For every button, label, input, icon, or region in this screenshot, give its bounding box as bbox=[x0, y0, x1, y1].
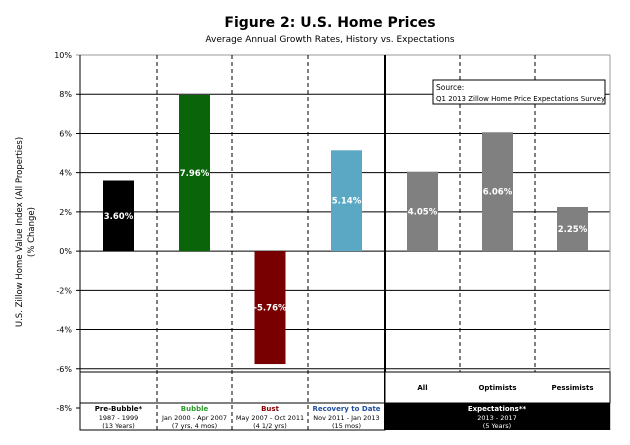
bar-data-label: 2.25% bbox=[558, 225, 588, 235]
expectations-groups-row bbox=[384, 371, 611, 404]
period-duration: (4 1/2 yrs) bbox=[253, 422, 287, 430]
expectations-name: Expectations** bbox=[468, 405, 527, 413]
source-text: Q1 2013 Zillow Home Price Expectations S… bbox=[436, 95, 605, 103]
bar bbox=[331, 150, 362, 252]
bar-data-label: -5.76% bbox=[253, 304, 286, 314]
y-tick-label: 0% bbox=[59, 247, 72, 256]
y-tick-label: 4% bbox=[59, 169, 72, 178]
bar bbox=[407, 171, 438, 252]
period-dates: Nov 2011 - Jan 2013 bbox=[313, 414, 379, 422]
expectations-header bbox=[385, 403, 610, 430]
bar-data-label: 6.06% bbox=[483, 188, 513, 198]
y-tick-label: 10% bbox=[54, 51, 72, 60]
period-dates: May 2007 - Oct 2011 bbox=[236, 414, 304, 422]
source-label: Source: bbox=[436, 83, 464, 92]
expectation-group-label: Pessimists bbox=[552, 384, 594, 392]
period-duration: (13 Years) bbox=[102, 422, 135, 430]
y-tick-label: 6% bbox=[59, 129, 72, 138]
period-name: Recovery to Date bbox=[312, 405, 380, 413]
period-name: Bust bbox=[261, 405, 279, 413]
period-duration: (7 yrs, 4 mos) bbox=[172, 422, 217, 430]
bar bbox=[179, 95, 210, 252]
period-name: Pre-Bubble* bbox=[95, 405, 143, 413]
expectation-group-label: All bbox=[417, 384, 427, 392]
y-tick-label: -8% bbox=[56, 404, 72, 413]
period-name: Bubble bbox=[181, 405, 209, 413]
chart-subtitle: Average Annual Growth Rates, History vs.… bbox=[205, 35, 455, 45]
expectations-dates: 2013 - 2017 bbox=[477, 414, 517, 422]
source-annotation: Source: Q1 2013 Zillow Home Price Expect… bbox=[432, 79, 606, 105]
y-axis-label-unit: (% Change) bbox=[27, 207, 37, 257]
chart-title: Figure 2: U.S. Home Prices bbox=[224, 15, 435, 31]
bar-data-label: 5.14% bbox=[332, 197, 362, 207]
y-tick-label: -2% bbox=[56, 286, 72, 295]
bar bbox=[103, 180, 134, 252]
y-tick-label: -4% bbox=[56, 326, 72, 335]
y-tick-label: 8% bbox=[59, 90, 72, 99]
y-tick-label: -6% bbox=[56, 365, 72, 374]
bar-data-label: 4.05% bbox=[408, 207, 438, 217]
y-axis-label: U.S. Zillow Home Value Index (All Proper… bbox=[15, 137, 25, 327]
bar bbox=[482, 132, 513, 252]
bar bbox=[254, 251, 286, 365]
bar-data-label: 3.60% bbox=[104, 212, 134, 222]
period-dates: Jan 2000 - Apr 2007 bbox=[161, 414, 227, 422]
period-duration: (15 mos) bbox=[332, 422, 361, 430]
expectations-duration: (5 Years) bbox=[483, 422, 511, 430]
bar bbox=[557, 206, 588, 252]
y-tick-label: 2% bbox=[59, 208, 72, 217]
period-dates: 1987 - 1999 bbox=[99, 414, 139, 422]
bar-data-label: 7.96% bbox=[180, 169, 210, 179]
expectation-group-label: Optimists bbox=[478, 384, 516, 392]
